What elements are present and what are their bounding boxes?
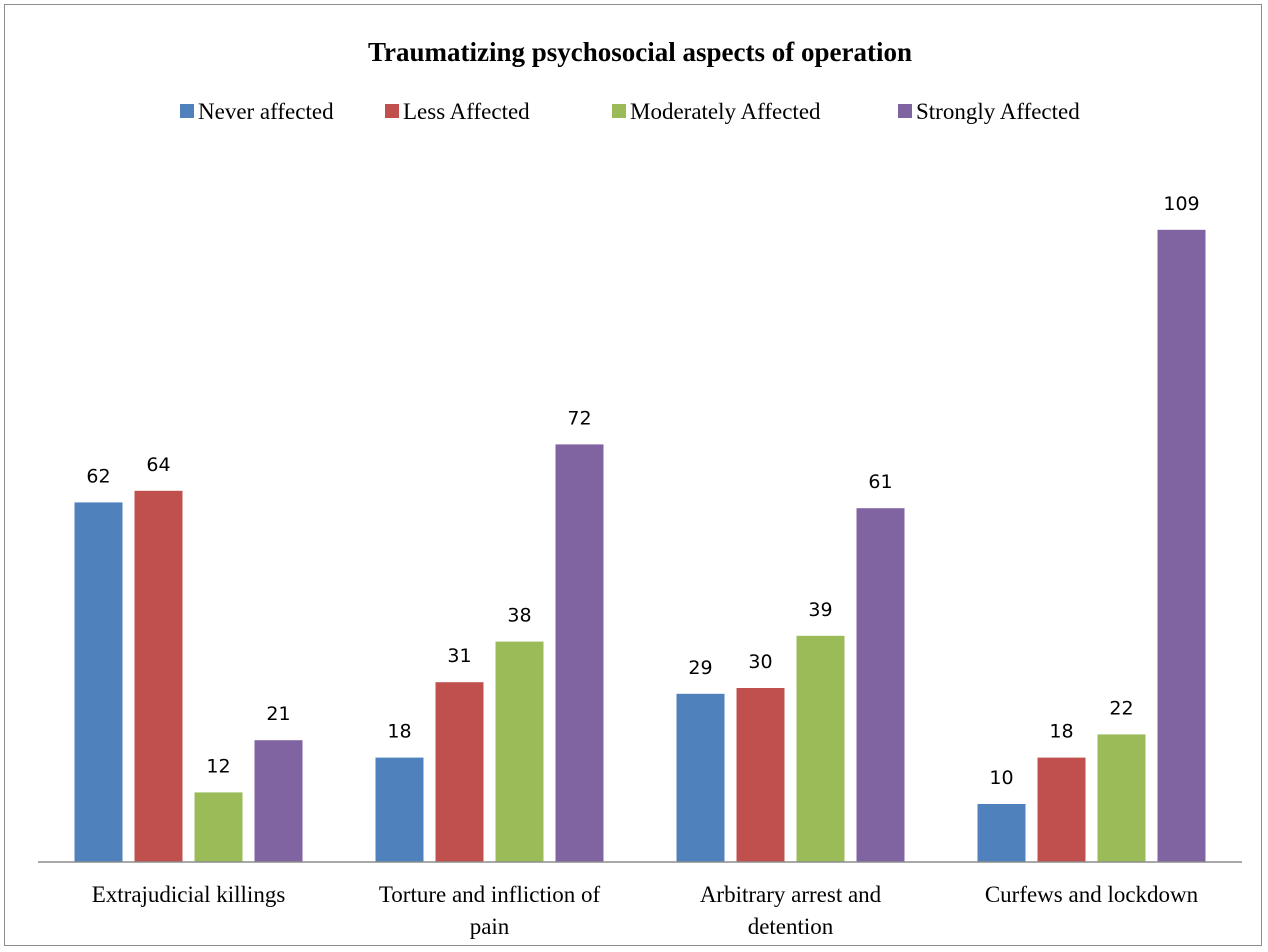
legend-label: Less Affected	[403, 99, 530, 124]
bar	[74, 502, 123, 862]
data-label: 12	[206, 755, 230, 777]
bar	[194, 792, 243, 862]
bar	[254, 740, 303, 862]
legend: Never affected Less Affected Moderately Af…	[180, 99, 1080, 124]
data-label: 30	[748, 651, 772, 673]
bar	[736, 688, 785, 862]
data-label: 38	[507, 605, 531, 627]
bar	[1037, 757, 1086, 862]
data-label: 109	[1163, 193, 1199, 215]
bar	[676, 693, 725, 862]
chart-title: Traumatizing psychosocial aspects of ope…	[368, 37, 912, 67]
legend-label: Moderately Affected	[630, 99, 821, 124]
data-label: 22	[1109, 697, 1133, 719]
legend-label: Strongly Affected	[916, 99, 1080, 124]
bar	[796, 635, 845, 862]
legend-swatch	[180, 104, 194, 118]
data-label: 64	[146, 454, 170, 476]
category-label: Curfews and lockdown	[985, 882, 1199, 907]
data-label: 61	[868, 471, 892, 493]
bar	[495, 641, 544, 862]
data-label: 62	[86, 465, 110, 487]
bars	[74, 229, 1206, 863]
data-label: 10	[989, 767, 1013, 789]
category-label: Extrajudicial killings	[92, 882, 286, 907]
category-label: Torture and infliction of	[379, 882, 601, 907]
legend-swatch	[898, 104, 912, 118]
data-label: 18	[1049, 721, 1073, 743]
legend-swatch	[612, 104, 626, 118]
bar	[856, 508, 905, 862]
bar	[435, 682, 484, 862]
bar	[1097, 734, 1146, 862]
data-label: 18	[387, 721, 411, 743]
data-label: 31	[447, 645, 471, 667]
category-label: Arbitrary arrest and	[700, 882, 882, 907]
category-labels: Extrajudicial killings Torture and inflic…	[92, 882, 1199, 939]
value-labels: 62 64 12 21 18 31 38 72 29 30 39 61 10 18 22 109	[86, 193, 1199, 789]
bar	[1157, 229, 1206, 863]
bar	[555, 444, 604, 862]
data-label: 72	[567, 407, 591, 429]
data-label: 29	[688, 657, 712, 679]
legend-swatch	[385, 104, 399, 118]
bar	[134, 490, 183, 862]
bar	[375, 757, 424, 862]
bar	[977, 804, 1026, 862]
legend-label: Never affected	[198, 99, 334, 124]
category-label: detention	[748, 914, 834, 939]
data-label: 39	[808, 599, 832, 621]
category-label: pain	[470, 914, 510, 939]
data-label: 21	[266, 703, 290, 725]
